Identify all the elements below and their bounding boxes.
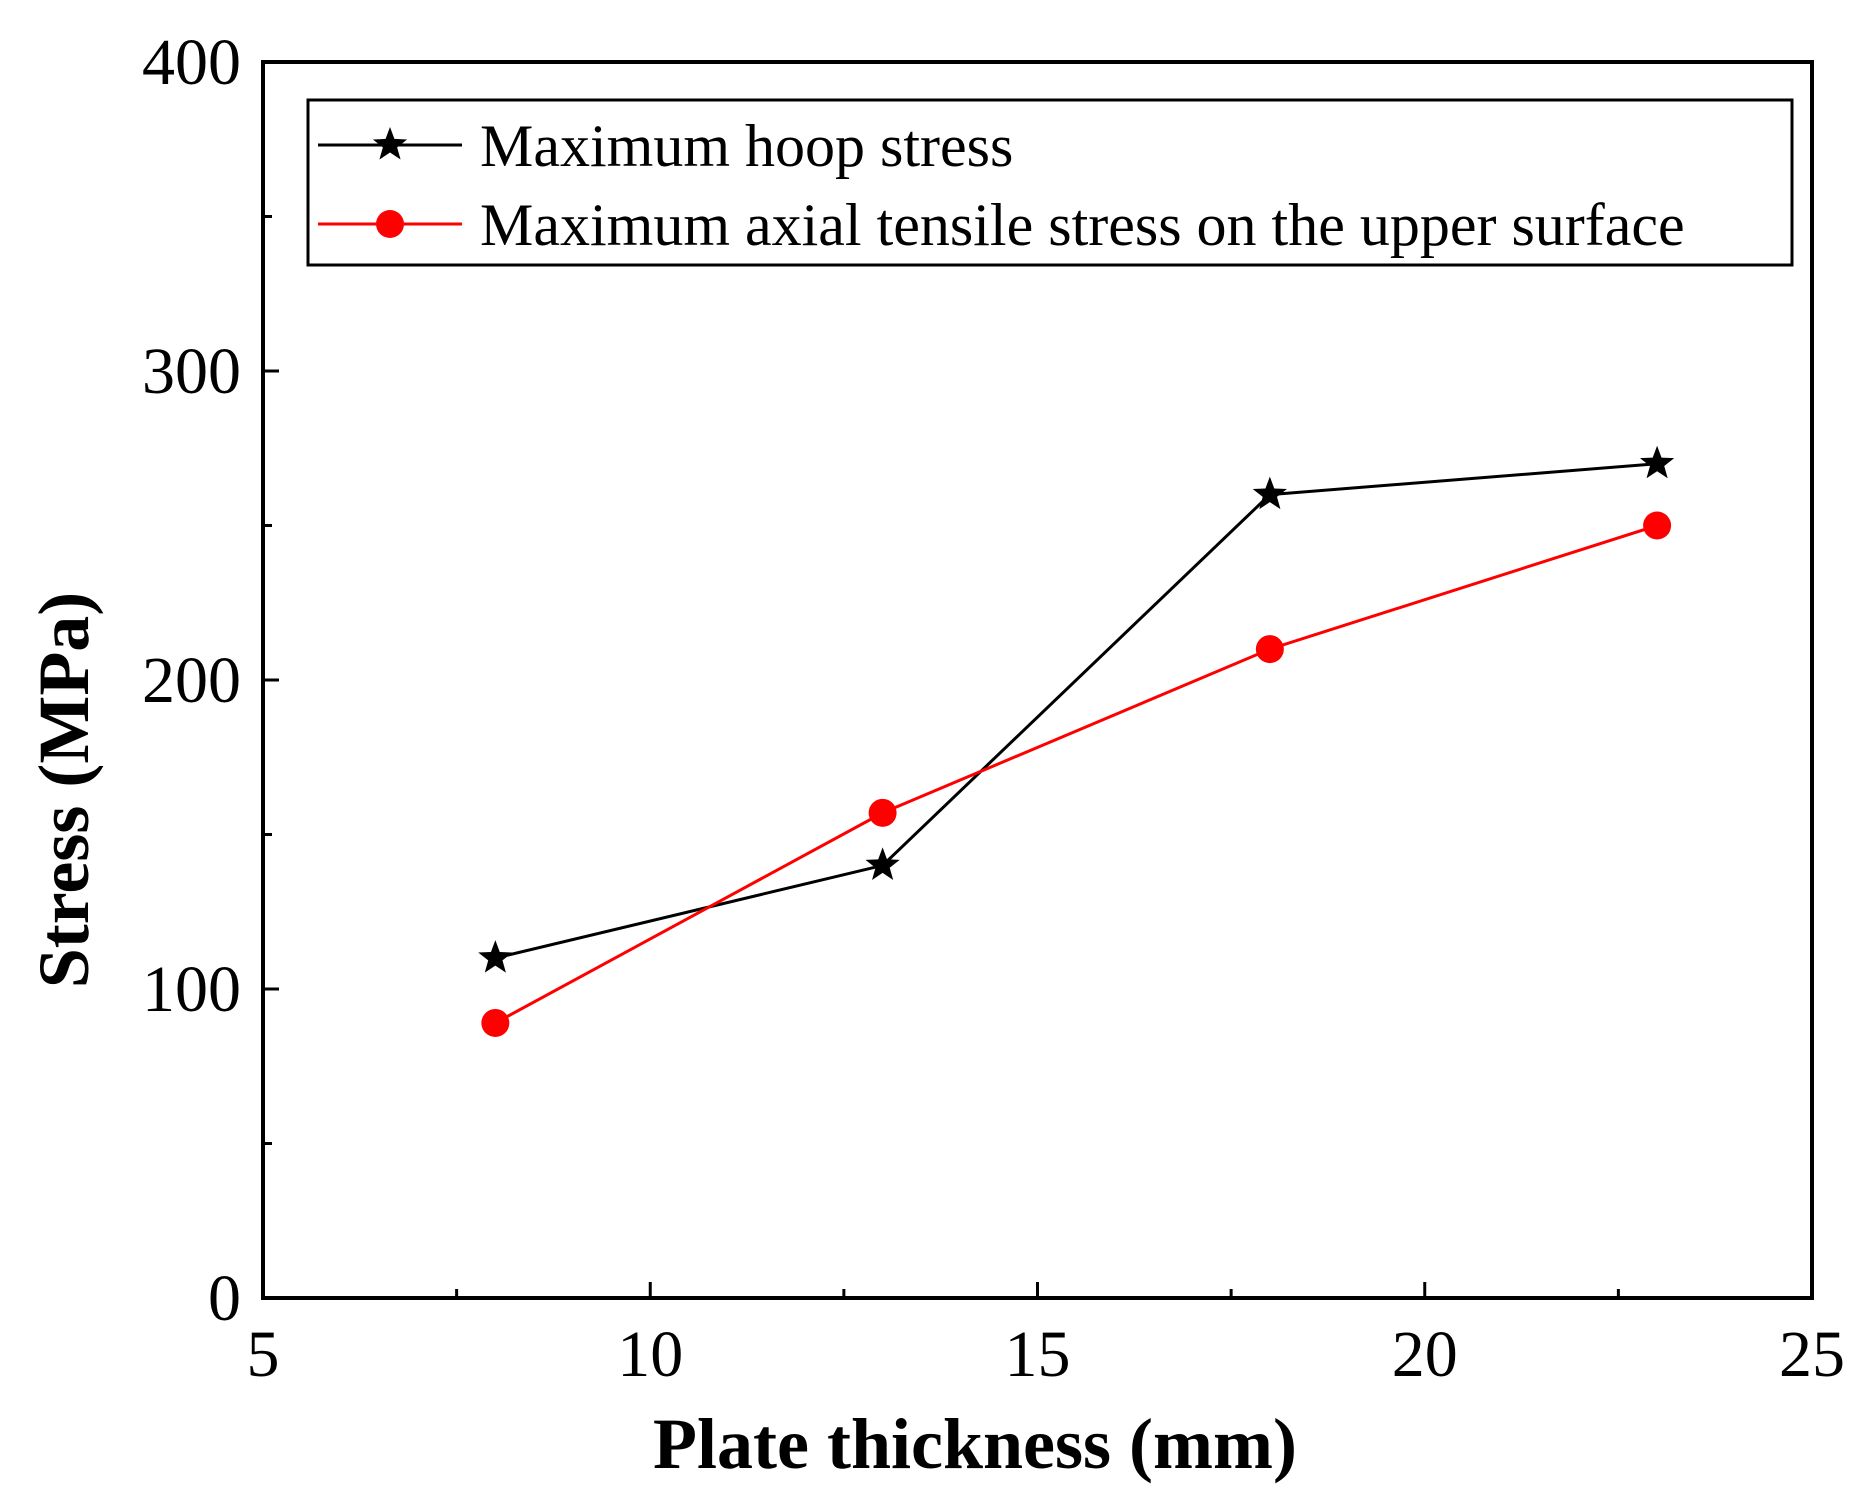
legend-marker-hoop	[372, 127, 408, 160]
x-tick-label: 25	[1779, 1318, 1845, 1391]
series-line-1	[494, 524, 1658, 1025]
y-tick-label: 100	[142, 953, 241, 1026]
series-layer	[478, 445, 1675, 1037]
data-point-0-2	[1252, 476, 1287, 510]
legend-label-hoop: Maximum hoop stress	[480, 113, 1013, 179]
series-1	[481, 511, 1672, 1037]
y-tick-label: 0	[208, 1262, 241, 1335]
x-axis-title: Plate thickness (mm)	[653, 1404, 1297, 1484]
x-tick-label: 20	[1392, 1318, 1458, 1391]
data-point-1-2	[1255, 635, 1284, 664]
series-line-0	[495, 462, 1658, 960]
legend-item-hoop: Maximum hoop stress	[318, 113, 1013, 179]
y-tick-label: 400	[142, 26, 241, 99]
x-tick-label: 15	[1005, 1318, 1071, 1391]
data-point-1-0	[481, 1008, 510, 1037]
axis-ticks: 5 10 15 20 25 0 100 200 300 400	[142, 26, 1845, 1391]
y-tick-label: 300	[142, 335, 241, 408]
y-axis-title: Stress (MPa)	[24, 592, 104, 989]
data-point-1-3	[1643, 511, 1672, 540]
legend-marker-axial	[376, 210, 404, 238]
data-point-0-3	[1639, 445, 1675, 479]
legend-item-axial: Maximum axial tensile stress on the uppe…	[318, 192, 1685, 258]
x-tick-label: 10	[617, 1318, 683, 1391]
legend-box	[306, 98, 1794, 267]
y-tick-label: 200	[142, 644, 241, 717]
data-point-0-0	[478, 940, 513, 973]
data-point-0-1	[865, 847, 900, 880]
legend: Maximum hoop stress Maximum axial tensil…	[306, 98, 1794, 267]
legend-label-axial: Maximum axial tensile stress on the uppe…	[480, 192, 1685, 258]
data-point-1-1	[868, 798, 897, 827]
x-tick-label: 5	[247, 1318, 280, 1391]
series-0	[478, 445, 1675, 973]
